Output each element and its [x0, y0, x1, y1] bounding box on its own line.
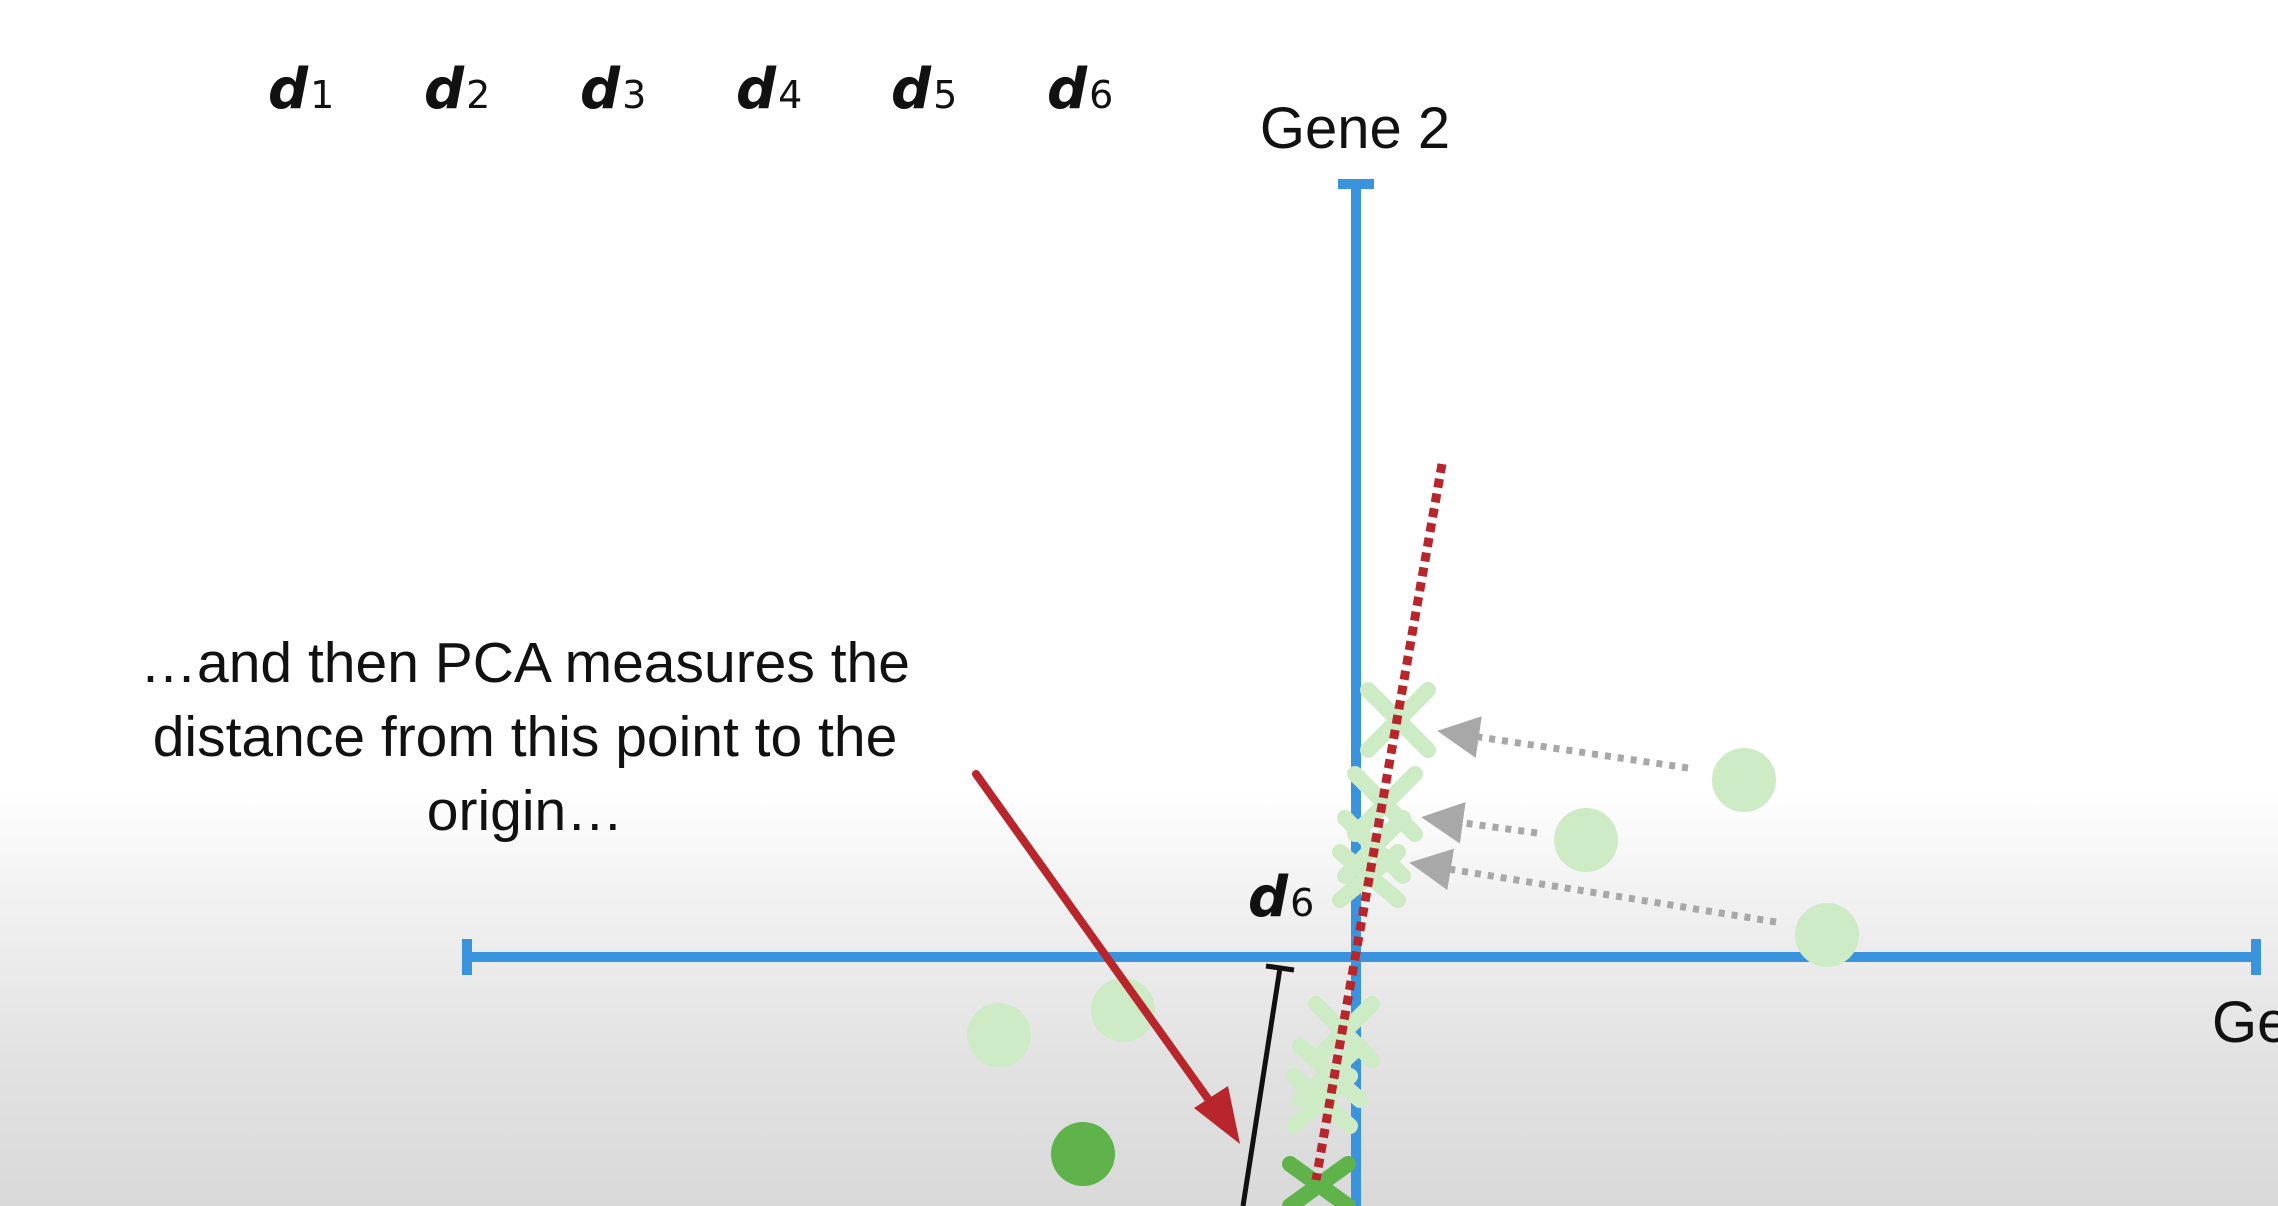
- principal-component-line: [1311, 463, 1447, 1181]
- y-axis-label: Gene 2: [1260, 96, 1450, 161]
- d3-label: d3: [580, 57, 646, 122]
- highlighted-x-mark-icon: [1282, 1156, 1356, 1206]
- d4-label: d4: [736, 57, 802, 122]
- projection-arrows: [1409, 716, 1777, 926]
- d1-label: d1: [268, 57, 334, 122]
- data-point: [1554, 808, 1618, 872]
- distance-bar: [1240, 963, 1295, 1206]
- x-axis-label: Ge: [2212, 990, 2278, 1055]
- highlighted-data-point: [1051, 1122, 1115, 1186]
- projection-arrow: [1437, 716, 1689, 772]
- x-mark-icon: [1286, 1068, 1358, 1134]
- data-points: [967, 748, 1859, 1186]
- data-point: [967, 1003, 1031, 1067]
- annotation-arrow: [972, 770, 1240, 1144]
- distance-labels-row: d1 d2 d3 d4 d5 d6: [268, 57, 1113, 122]
- x-mark-icon: [1332, 844, 1406, 908]
- data-point: [1712, 748, 1776, 812]
- projection-arrow: [1421, 802, 1538, 844]
- data-point: [1091, 978, 1155, 1042]
- distance-label-d6: d6: [1248, 865, 1314, 930]
- data-point: [1795, 903, 1859, 967]
- caption-text: …and then PCA measures the distance from…: [140, 631, 910, 843]
- d2-label: d2: [424, 57, 490, 122]
- d6-label: d6: [1047, 57, 1113, 122]
- projection-arrow: [1409, 848, 1777, 926]
- projected-points: [1282, 682, 1436, 1206]
- d5-label: d5: [891, 57, 957, 122]
